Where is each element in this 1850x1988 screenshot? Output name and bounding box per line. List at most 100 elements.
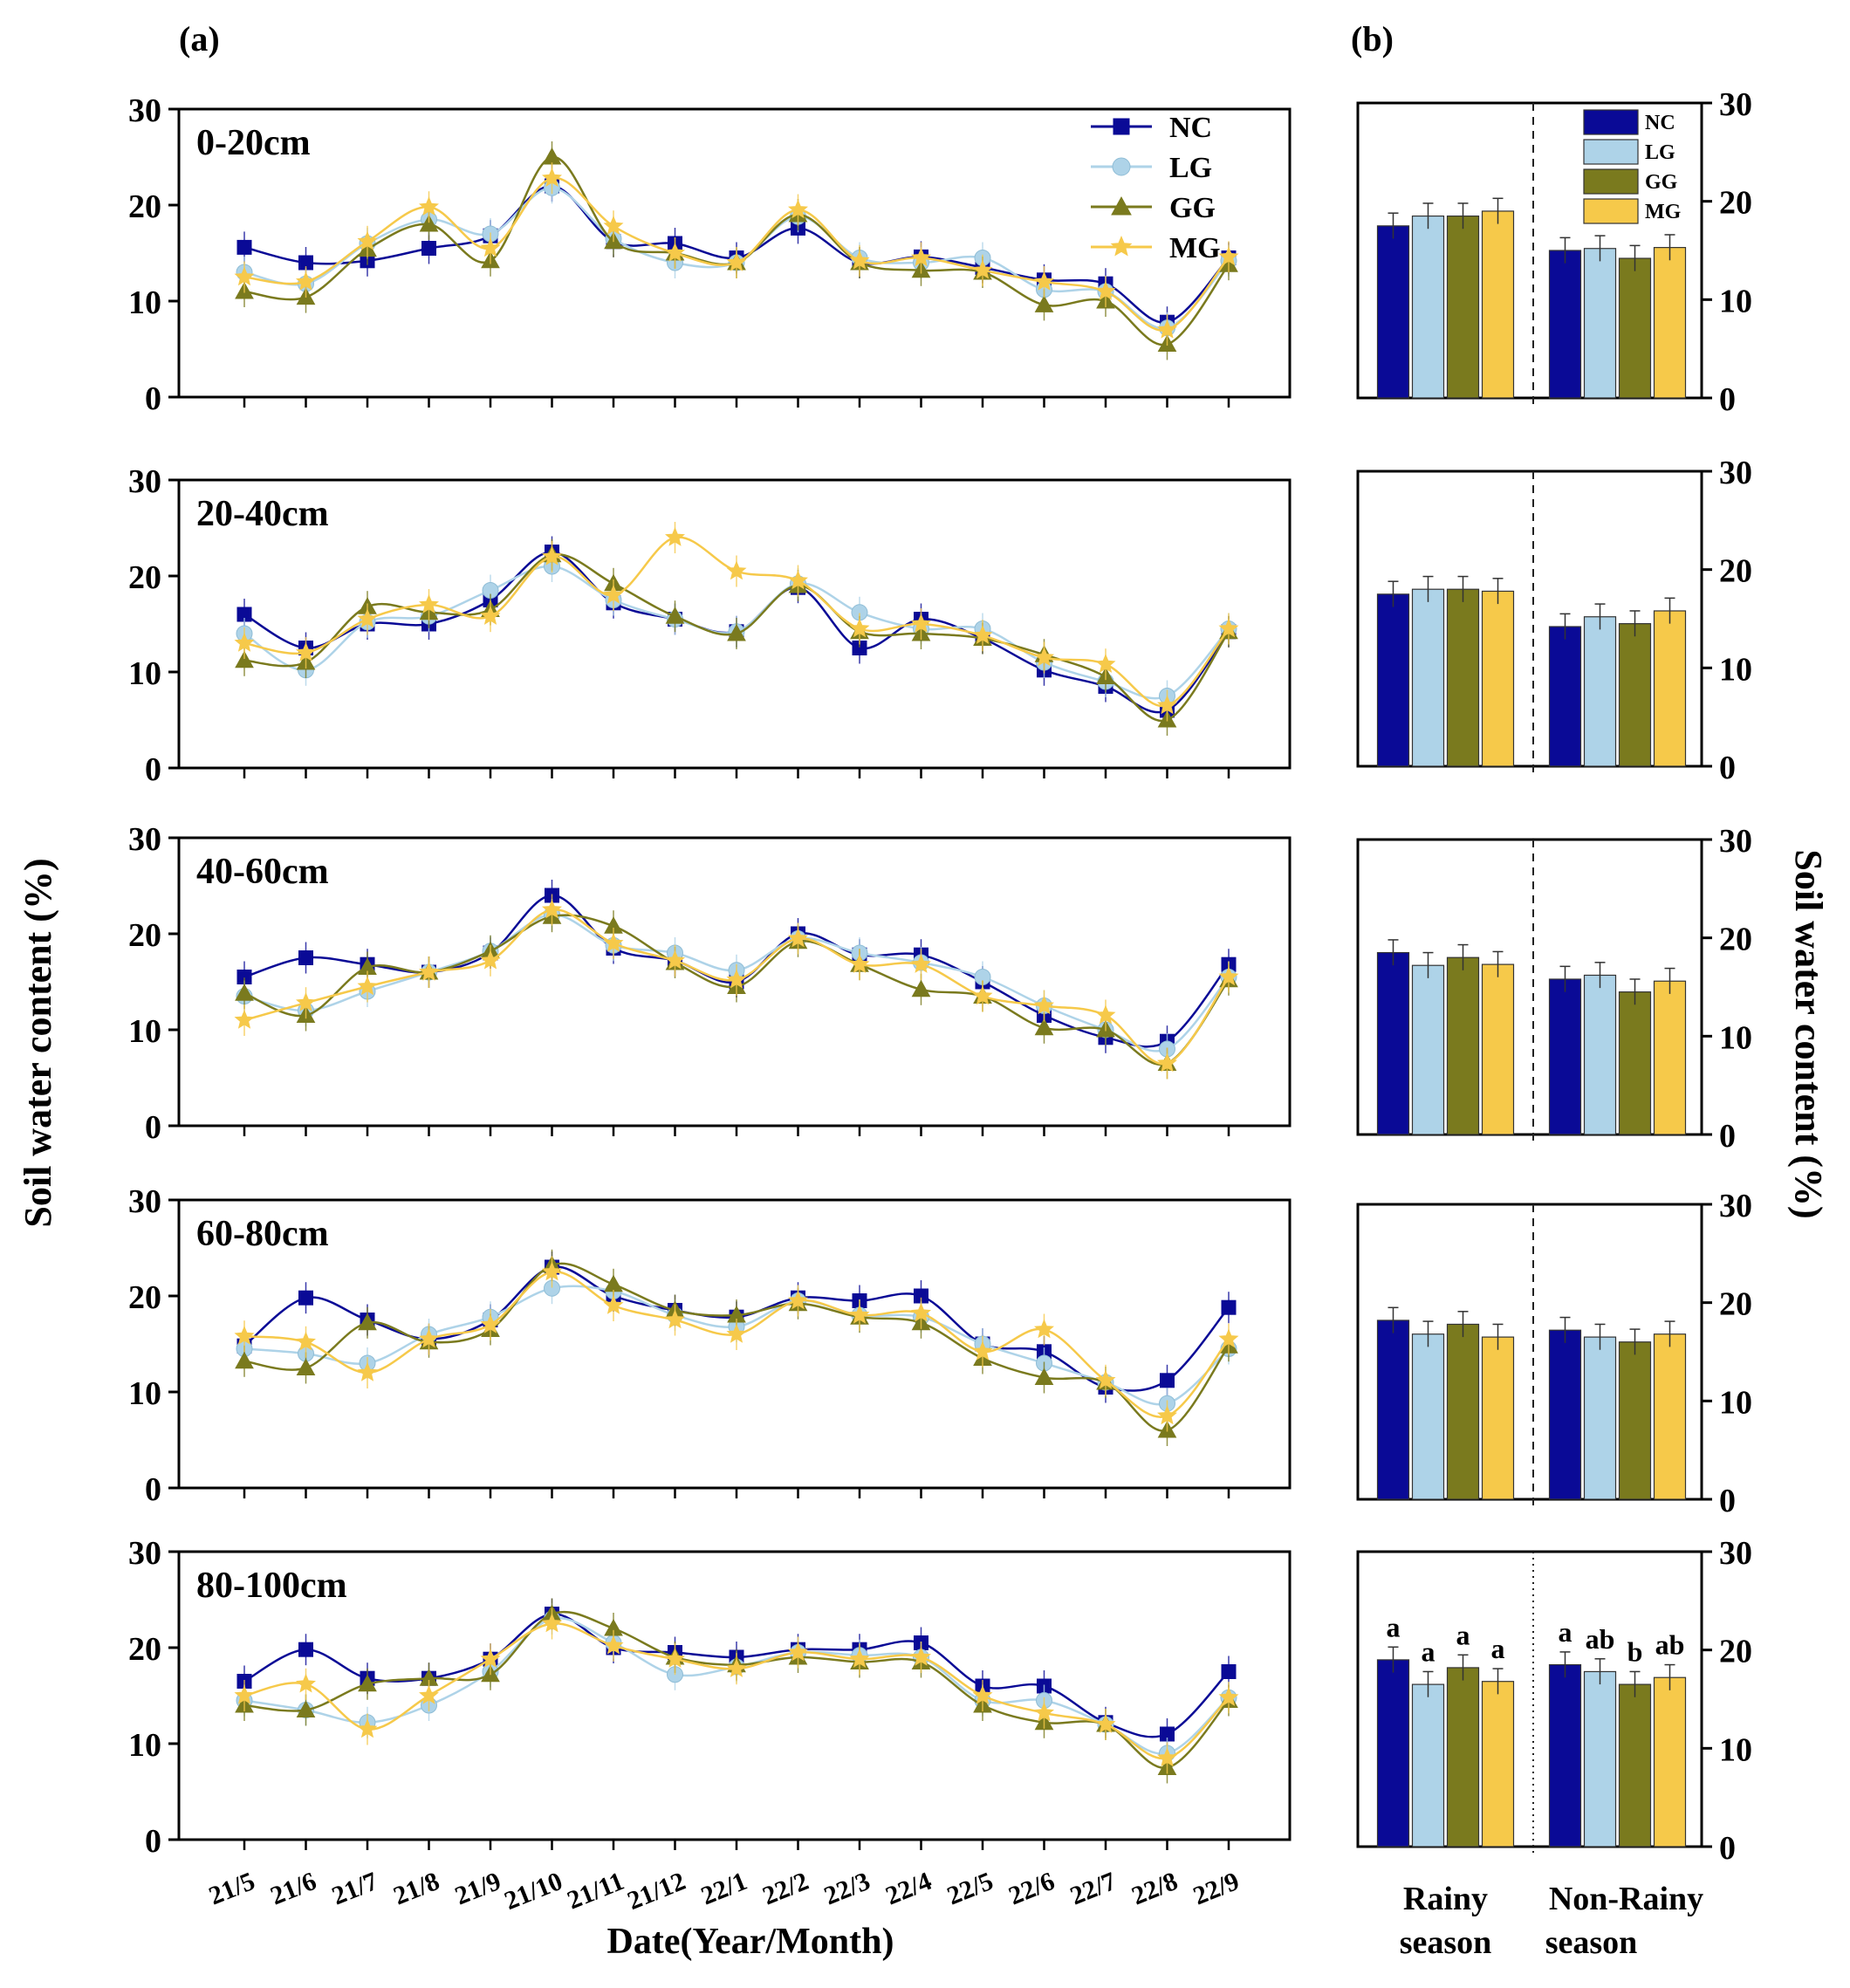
point-NC	[1221, 1664, 1237, 1679]
line-panel-0-20cm: 0 10 20 30 0-20cm NC LG GG MG	[128, 93, 1292, 417]
significance-letter: a	[1559, 1616, 1572, 1648]
bar-MG	[1481, 210, 1515, 399]
point-MG	[541, 899, 563, 919]
point-GG	[235, 650, 254, 668]
point-GG	[296, 1700, 316, 1717]
point-GG	[1034, 1368, 1054, 1385]
point-MG	[357, 230, 378, 250]
bar-LG	[1411, 1333, 1445, 1500]
bar-LG	[1411, 588, 1445, 767]
significance-letter: b	[1627, 1635, 1643, 1667]
y-tick-label-right: 0	[1719, 1118, 1736, 1155]
point-MG	[664, 1309, 686, 1329]
significance-letter: a	[1491, 1633, 1505, 1664]
point-MG	[726, 560, 747, 580]
bar-NC	[1376, 225, 1410, 399]
bar-frame	[1356, 1203, 1703, 1501]
bar-panel-20-40cm: 0 10 20 30	[1356, 455, 1752, 786]
point-MG	[480, 1313, 501, 1333]
legend-marker-NC	[1113, 118, 1130, 135]
point-MG	[480, 237, 501, 257]
panel-b-label: (b)	[1351, 19, 1394, 58]
point-MG	[295, 992, 317, 1011]
point-MG	[1156, 695, 1178, 715]
plot-frame	[177, 107, 1292, 399]
point-MG	[972, 625, 993, 644]
bar-LG	[1583, 1336, 1617, 1500]
bar-MG	[1481, 590, 1515, 767]
point-MG	[1156, 1405, 1178, 1425]
bar-MG	[1653, 1333, 1687, 1500]
point-GG	[665, 607, 685, 624]
point-MG	[357, 1718, 378, 1738]
point-MG	[418, 1684, 440, 1704]
bar-LG	[1411, 1683, 1445, 1847]
bar-GG	[1446, 956, 1480, 1135]
depth-label: 60-80cm	[196, 1214, 329, 1254]
point-MG	[480, 949, 501, 970]
point-MG	[726, 969, 747, 989]
point-MG	[357, 608, 378, 628]
bar-frame	[1356, 470, 1703, 768]
point-MG	[1218, 966, 1239, 986]
bar-MG	[1653, 1676, 1687, 1847]
point-MG	[234, 1684, 255, 1704]
point-MG	[787, 1642, 809, 1662]
bar-panel-0-20cm: 0 10 20 30 NC LG GG MG	[1356, 86, 1752, 418]
category-label: season	[1400, 1924, 1492, 1961]
point-MG	[787, 928, 809, 948]
point-MG	[541, 168, 563, 187]
bar-legend-label-GG: GG	[1645, 171, 1678, 194]
point-MG	[1156, 1052, 1178, 1073]
point-MG	[357, 976, 378, 996]
point-MG	[603, 1294, 624, 1314]
y-tick-label: 20	[128, 1279, 161, 1316]
point-MG	[787, 570, 809, 590]
point-MG	[1033, 647, 1055, 667]
bar-legend-label-LG: LG	[1645, 141, 1675, 164]
bar-NC	[1548, 626, 1582, 767]
point-NC	[1160, 1373, 1175, 1388]
bar-NC	[1376, 951, 1410, 1135]
y-tick-label: 30	[128, 463, 161, 500]
point-GG	[1034, 295, 1054, 312]
line-panel-40-60cm: 0 10 20 30 40-60cm	[128, 821, 1292, 1146]
point-NC	[421, 241, 436, 256]
y-tick-label-right: 10	[1719, 1019, 1752, 1056]
point-MG	[1033, 1702, 1055, 1722]
y-tick-label: 10	[128, 1727, 161, 1764]
y-tick-label: 30	[128, 821, 161, 858]
y-tick-label: 30	[128, 1535, 161, 1572]
bar-GG	[1618, 991, 1652, 1135]
bar-NC	[1548, 1329, 1582, 1500]
point-MG	[1095, 1369, 1116, 1389]
plot-frame	[177, 478, 1292, 770]
y-tick-label-right: 0	[1719, 1483, 1736, 1519]
point-MG	[910, 1302, 932, 1322]
bar-NC	[1548, 978, 1582, 1135]
y-tick-label: 30	[128, 1183, 161, 1220]
bar-frame	[1356, 838, 1703, 1136]
charts-layer: 0 10 20 30 0-20cm NC LG GG MG 0 10 20 30 20-40cm 0 10 20…	[128, 86, 1752, 1961]
bar-legend-swatch-LG	[1583, 139, 1639, 165]
point-MG	[1095, 280, 1116, 300]
point-MG	[541, 1261, 563, 1281]
y-tick-label: 30	[128, 93, 161, 129]
point-MG	[972, 1684, 993, 1704]
point-MG	[726, 1323, 747, 1343]
point-MG	[295, 271, 317, 291]
point-MG	[1033, 271, 1055, 291]
bar-NC	[1548, 250, 1582, 399]
plot-frame	[177, 836, 1292, 1128]
point-MG	[910, 613, 932, 633]
point-MG	[480, 606, 501, 625]
significance-letter: ab	[1586, 1623, 1615, 1655]
point-NC	[236, 239, 252, 255]
bar-LG	[1583, 974, 1617, 1135]
legend-marker-GG	[1111, 195, 1132, 216]
bar-NC	[1376, 1659, 1410, 1847]
y-tick-label-right: 20	[1719, 185, 1752, 222]
point-MG	[1218, 1328, 1239, 1348]
